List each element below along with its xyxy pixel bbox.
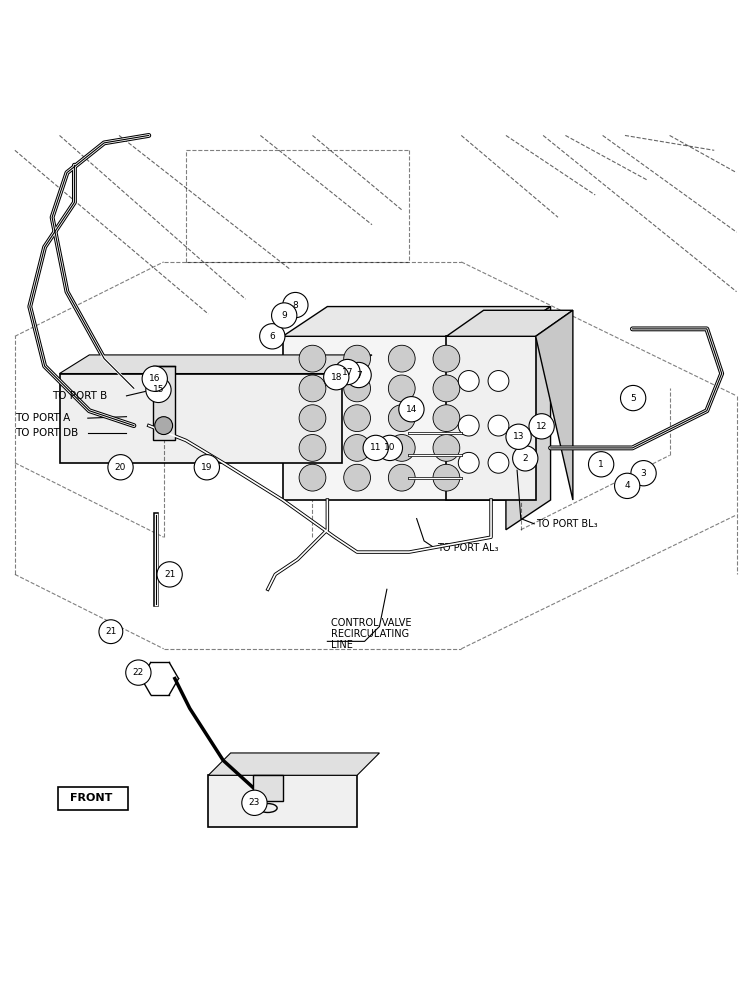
FancyBboxPatch shape — [153, 366, 175, 440]
Circle shape — [299, 435, 326, 461]
Circle shape — [388, 435, 415, 461]
Circle shape — [146, 377, 171, 403]
Circle shape — [108, 455, 133, 480]
Text: 11: 11 — [370, 443, 382, 452]
Text: 23: 23 — [248, 798, 260, 807]
Circle shape — [433, 375, 460, 402]
Circle shape — [272, 303, 297, 328]
Text: TO PORT DB: TO PORT DB — [15, 428, 78, 438]
Circle shape — [155, 417, 173, 435]
Polygon shape — [283, 307, 551, 336]
Circle shape — [126, 660, 151, 685]
Text: 20: 20 — [115, 463, 126, 472]
Circle shape — [344, 375, 371, 402]
Text: 13: 13 — [513, 432, 525, 441]
Text: 4: 4 — [624, 481, 630, 490]
Circle shape — [260, 324, 285, 349]
Circle shape — [488, 415, 509, 436]
Circle shape — [631, 461, 656, 486]
Text: 12: 12 — [536, 422, 548, 431]
Text: LINE: LINE — [331, 640, 353, 650]
Text: 2: 2 — [522, 454, 528, 463]
Circle shape — [335, 359, 360, 385]
Circle shape — [388, 464, 415, 491]
Text: TO PORT B: TO PORT B — [52, 391, 107, 401]
Circle shape — [344, 464, 371, 491]
Text: 21: 21 — [164, 570, 176, 579]
Text: CONTROL VALVE: CONTROL VALVE — [331, 618, 411, 628]
Circle shape — [344, 345, 371, 372]
Circle shape — [299, 345, 326, 372]
FancyBboxPatch shape — [60, 374, 342, 463]
FancyBboxPatch shape — [283, 336, 506, 500]
Text: 18: 18 — [330, 373, 342, 382]
Circle shape — [388, 345, 415, 372]
Circle shape — [157, 562, 182, 587]
Circle shape — [299, 375, 326, 402]
Text: TO PORT AL₃: TO PORT AL₃ — [437, 543, 499, 553]
Text: 8: 8 — [292, 301, 298, 310]
Circle shape — [299, 405, 326, 432]
Circle shape — [344, 405, 371, 432]
Circle shape — [142, 366, 167, 391]
Circle shape — [458, 371, 479, 391]
Circle shape — [299, 464, 326, 491]
Text: 7: 7 — [356, 371, 362, 380]
Text: 19: 19 — [201, 463, 213, 472]
Text: 21: 21 — [105, 627, 117, 636]
Text: 3: 3 — [641, 469, 647, 478]
Circle shape — [433, 345, 460, 372]
Circle shape — [344, 435, 371, 461]
Circle shape — [399, 397, 424, 422]
Text: 14: 14 — [405, 405, 417, 414]
FancyBboxPatch shape — [208, 775, 357, 827]
Circle shape — [513, 446, 538, 471]
Text: 17: 17 — [341, 368, 353, 377]
Polygon shape — [60, 355, 372, 374]
Circle shape — [283, 292, 308, 318]
Circle shape — [388, 405, 415, 432]
Circle shape — [388, 375, 415, 402]
Polygon shape — [446, 310, 573, 336]
Text: 6: 6 — [269, 332, 275, 341]
Circle shape — [242, 790, 267, 815]
Circle shape — [433, 464, 460, 491]
Circle shape — [488, 371, 509, 391]
FancyBboxPatch shape — [58, 787, 128, 810]
Circle shape — [506, 424, 531, 449]
Text: 10: 10 — [384, 443, 396, 452]
Circle shape — [488, 452, 509, 473]
Circle shape — [615, 473, 640, 499]
Circle shape — [324, 365, 349, 390]
Text: 15: 15 — [153, 385, 164, 394]
Circle shape — [346, 362, 371, 388]
Circle shape — [194, 455, 219, 480]
Circle shape — [620, 385, 646, 411]
FancyBboxPatch shape — [253, 775, 283, 801]
Polygon shape — [208, 753, 379, 775]
Circle shape — [377, 435, 403, 461]
Circle shape — [458, 452, 479, 473]
Text: 5: 5 — [630, 394, 636, 403]
Circle shape — [458, 415, 479, 436]
Text: RECIRCULATING: RECIRCULATING — [331, 629, 409, 639]
Text: 16: 16 — [149, 374, 161, 383]
Polygon shape — [506, 307, 551, 530]
FancyBboxPatch shape — [446, 336, 536, 500]
Circle shape — [433, 435, 460, 461]
Text: TO PORT BL₃: TO PORT BL₃ — [536, 519, 597, 529]
Text: 9: 9 — [281, 311, 287, 320]
Polygon shape — [536, 310, 573, 500]
Circle shape — [363, 435, 388, 461]
Circle shape — [589, 452, 614, 477]
Circle shape — [529, 414, 554, 439]
Circle shape — [433, 405, 460, 432]
Text: 1: 1 — [598, 460, 604, 469]
Text: FRONT: FRONT — [71, 793, 112, 803]
Text: 22: 22 — [132, 668, 144, 677]
Text: TO PORT A: TO PORT A — [15, 413, 70, 423]
Circle shape — [99, 620, 123, 644]
